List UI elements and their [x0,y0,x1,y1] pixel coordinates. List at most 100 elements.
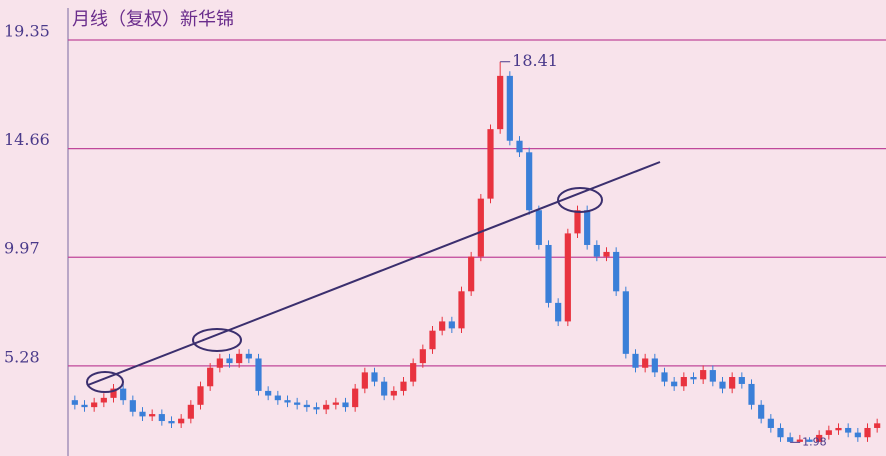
candle-body [874,423,881,428]
highlight-ellipse [192,328,242,352]
candle-body [236,353,243,364]
candle-body [71,400,78,405]
candle-body [294,402,301,405]
candle-body [825,430,832,435]
candle-body [81,404,88,408]
candle-body [680,377,687,387]
candle-body [709,370,716,382]
candle-body [854,432,861,438]
candle-body [477,198,484,257]
candle-body [468,256,475,292]
candle-body [787,437,794,442]
candle-body [158,414,165,422]
candle-body [178,418,185,424]
candle-body [777,427,784,438]
candle-body [555,302,562,322]
candle-body [265,390,272,396]
candle-body [603,251,610,257]
y-tick-label: 9.97 [4,239,40,258]
candle-body [332,402,339,405]
candle-body [197,386,204,405]
candle-body [149,414,156,417]
candles: 18.41 1.98 [71,51,881,448]
candle-body [864,427,871,438]
candle-body [719,381,726,389]
highlight-ellipse [557,187,603,213]
candle-body [100,397,107,403]
candle-body [661,372,668,382]
candle-body [564,233,571,322]
candle-body [207,367,214,387]
y-tick-label: 19.35 [4,21,50,40]
candle-body [381,381,388,396]
max-label: 18.41 [512,51,558,70]
candle-body [458,291,465,329]
candle-body [729,377,736,389]
candle-body [748,383,755,405]
candle-body [642,358,649,368]
y-tick-label: 14.66 [4,130,50,149]
candle-body [613,251,620,292]
candle-body [429,330,436,350]
candle-body [545,244,552,303]
candle-body [535,210,542,245]
candle-body [284,400,291,403]
candle-body [323,404,330,410]
candle-body [410,363,417,382]
trend-line [87,161,661,386]
candle-body [835,427,842,431]
candle-body [91,402,98,408]
candle-body [574,210,581,234]
candle-body [700,370,707,380]
candle-body [516,140,523,153]
candle-body [497,75,504,130]
candle-body [245,353,252,359]
candle-body [342,402,349,408]
candle-body [767,418,774,428]
candle-body [110,388,117,398]
candle-body [487,129,494,199]
candle-body [139,411,146,417]
candle-body [255,358,262,391]
candle-body [419,349,426,364]
candle-body [168,421,175,424]
candle-body [526,152,533,211]
candle-body [216,358,223,368]
candle-body [352,388,359,408]
candle-body [226,358,233,364]
candle-body [816,434,823,442]
y-tick-label: 5.28 [4,347,40,366]
grid: 5.28 9.97 14.66 19.35 [4,21,886,367]
candle-body [390,390,397,396]
candle-body [400,381,407,391]
candle-body [129,400,136,412]
candle-body [120,388,127,401]
candle-body [593,244,600,257]
candle-body [506,75,513,141]
candle-body [758,404,765,419]
candle-body [584,210,591,245]
candle-body [671,381,678,387]
candle-body [806,439,813,442]
candle-body [622,291,629,354]
candle-body [651,358,658,373]
candle-body [845,427,852,433]
candle-body [313,407,320,410]
chart-title: 月线（复权）新华锦 [72,9,234,30]
candle-body [303,404,310,408]
candle-body [738,377,745,384]
candle-body [371,372,378,382]
highlight-ellipse [86,371,124,393]
candle-body [439,321,446,331]
candle-body [632,353,639,368]
candle-body [690,377,697,380]
candle-body [187,404,194,419]
candle-body [796,439,803,442]
candle-body [361,372,368,389]
min-label: 1.98 [802,435,827,448]
candle-body [448,321,455,329]
candle-body [274,395,281,401]
